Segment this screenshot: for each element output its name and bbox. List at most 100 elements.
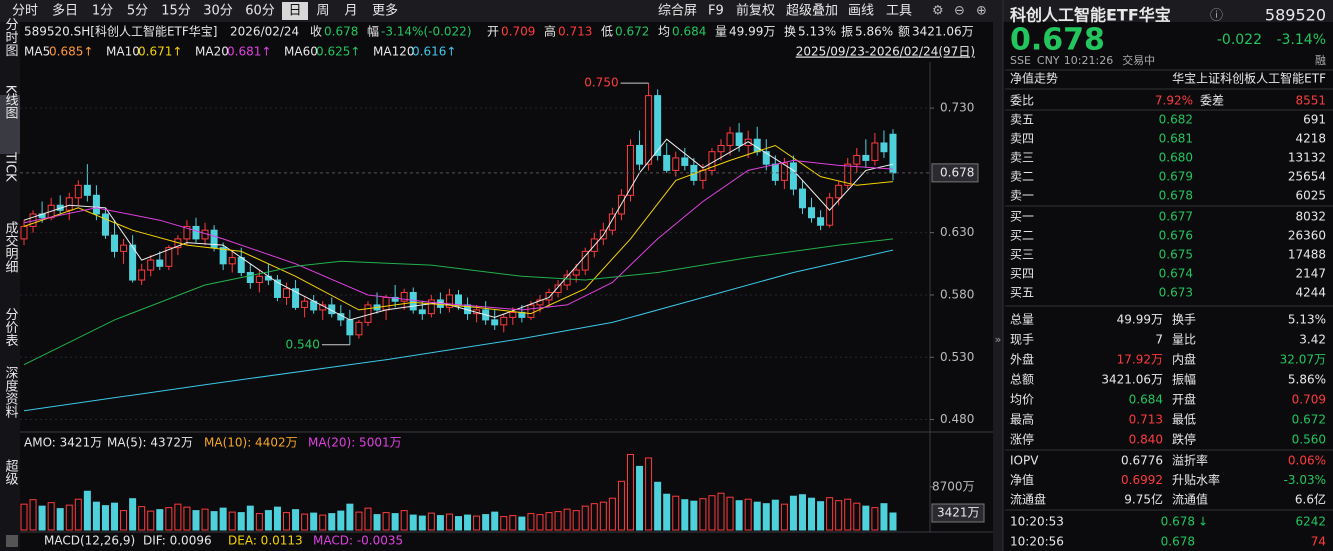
macd-icon[interactable] xyxy=(6,535,18,547)
period-button[interactable]: 周 xyxy=(316,4,329,19)
candle-body xyxy=(455,294,462,306)
volume-bar xyxy=(626,453,634,531)
period-button[interactable]: 1分 xyxy=(92,4,113,19)
sidebar-item[interactable]: 超级 xyxy=(3,459,19,485)
field-value: 5.13% xyxy=(798,25,836,39)
period-button[interactable]: 15分 xyxy=(161,4,191,19)
tool-button[interactable]: F9 xyxy=(708,4,724,19)
book-volume: 6025 xyxy=(1295,189,1326,203)
tab[interactable]: 华宝上证科创板人工智能ETF xyxy=(1172,71,1326,86)
trade-volume: 74 xyxy=(1311,535,1326,549)
book-value: 7.92% xyxy=(1155,94,1193,108)
volume-bar xyxy=(762,503,770,531)
field-label: 振 xyxy=(841,25,853,39)
tool-button[interactable]: 工具 xyxy=(886,4,912,19)
volume-bar xyxy=(319,514,327,531)
period-button[interactable]: 多日 xyxy=(52,3,78,19)
volume-bar xyxy=(47,502,55,531)
stat-value: 7 xyxy=(1155,333,1163,347)
stat-value: 5.13% xyxy=(1288,313,1326,327)
volume-bar xyxy=(690,500,698,531)
sidebar-item[interactable]: 分价表 xyxy=(3,308,19,347)
tool-icon[interactable]: ⚙ xyxy=(932,4,944,19)
candle-body xyxy=(183,225,191,240)
volume-bar xyxy=(255,513,263,531)
legend-value: 0.685↑ xyxy=(49,45,93,59)
tool-button[interactable]: 超级叠加 xyxy=(786,4,838,19)
sidebar-item[interactable]: 分时图 xyxy=(3,18,19,57)
book-volume: 25654 xyxy=(1288,170,1326,184)
splitter-arrow[interactable]: » xyxy=(995,333,1002,346)
book-level: 卖二 xyxy=(1010,170,1034,184)
tool-button[interactable]: 画线 xyxy=(848,4,874,19)
book-price: 0.677 xyxy=(1159,210,1193,224)
macd-legend: MACD: -0.0035 xyxy=(313,534,403,548)
candle-body xyxy=(101,213,109,236)
period-button[interactable]: 日 xyxy=(288,4,301,19)
book-volume: 17488 xyxy=(1288,248,1326,262)
volume-bar xyxy=(545,512,553,531)
volume-bar xyxy=(744,498,752,531)
volume-bar xyxy=(654,481,662,531)
volume-bar xyxy=(74,498,82,531)
last-price-tag xyxy=(931,163,979,183)
tool-button[interactable]: 综合屏 xyxy=(658,4,697,19)
stat-label: 现手 xyxy=(1010,333,1034,347)
field-value: 5.86% xyxy=(855,25,893,39)
tool-icon[interactable]: ⊖ xyxy=(954,4,965,19)
period-button[interactable]: 更多 xyxy=(372,3,398,19)
period-button[interactable]: 60分 xyxy=(245,4,275,19)
stat-value: 6.6亿 xyxy=(1295,492,1326,507)
sidebar-item[interactable]: K线图 xyxy=(3,85,19,120)
candle-body xyxy=(889,133,897,174)
volume-bar xyxy=(391,513,399,531)
period-button[interactable]: 5分 xyxy=(127,4,148,19)
candle-body xyxy=(753,138,761,153)
sidebar-item[interactable]: 深度资料 xyxy=(3,366,19,418)
volume-bar xyxy=(473,515,481,531)
tool-icon[interactable]: ⊕ xyxy=(976,4,987,19)
ma-line xyxy=(23,138,894,321)
stock-code: 589520 xyxy=(1265,6,1326,25)
legend-value: 0.625↑ xyxy=(316,45,360,59)
volume-bar xyxy=(563,508,571,531)
volume-bar xyxy=(527,513,535,531)
candle-body xyxy=(681,157,689,166)
macd-legend: DEA: 0.0113 xyxy=(228,534,303,548)
candle-body xyxy=(762,151,770,165)
book-level: 买四 xyxy=(1010,267,1034,281)
volume-bar xyxy=(301,513,309,531)
tool-button[interactable]: 前复权 xyxy=(736,3,775,19)
date: 2026/02/24 xyxy=(230,25,299,39)
volume-bar xyxy=(337,510,345,531)
volume-bar xyxy=(708,495,716,531)
candle-body xyxy=(192,225,200,240)
sidebar-item[interactable]: 成交明细 xyxy=(3,221,19,273)
book-label: 委差 xyxy=(1200,94,1224,108)
period-button[interactable]: 月 xyxy=(344,4,357,19)
stat-label: 跌停 xyxy=(1172,432,1196,447)
volume-bar xyxy=(835,500,843,531)
volume-bar xyxy=(111,502,119,531)
info-icon[interactable]: ⓘ xyxy=(1210,9,1223,24)
stat-label: 换手 xyxy=(1172,313,1196,327)
volume-bar xyxy=(120,510,128,531)
sidebar-item[interactable]: TICK xyxy=(3,151,18,182)
book-price: 0.679 xyxy=(1159,170,1193,184)
period-button[interactable]: 30分 xyxy=(203,4,233,19)
candle-body xyxy=(862,154,870,161)
stat-label: 开盘 xyxy=(1172,392,1196,407)
volume-bar xyxy=(65,504,73,531)
volume-bar xyxy=(491,511,499,531)
candle-body xyxy=(391,296,399,302)
candle-body xyxy=(780,162,788,181)
candle-body xyxy=(844,163,852,186)
volume-bar xyxy=(219,507,227,531)
toolbar-bg xyxy=(0,0,1333,22)
period-button[interactable]: 分时 xyxy=(12,4,38,19)
sidebar-active xyxy=(0,95,20,154)
candle-body xyxy=(228,257,236,265)
candle-body xyxy=(355,321,363,336)
splitter[interactable] xyxy=(993,22,1003,551)
tab[interactable]: 净值走势 xyxy=(1010,71,1058,86)
